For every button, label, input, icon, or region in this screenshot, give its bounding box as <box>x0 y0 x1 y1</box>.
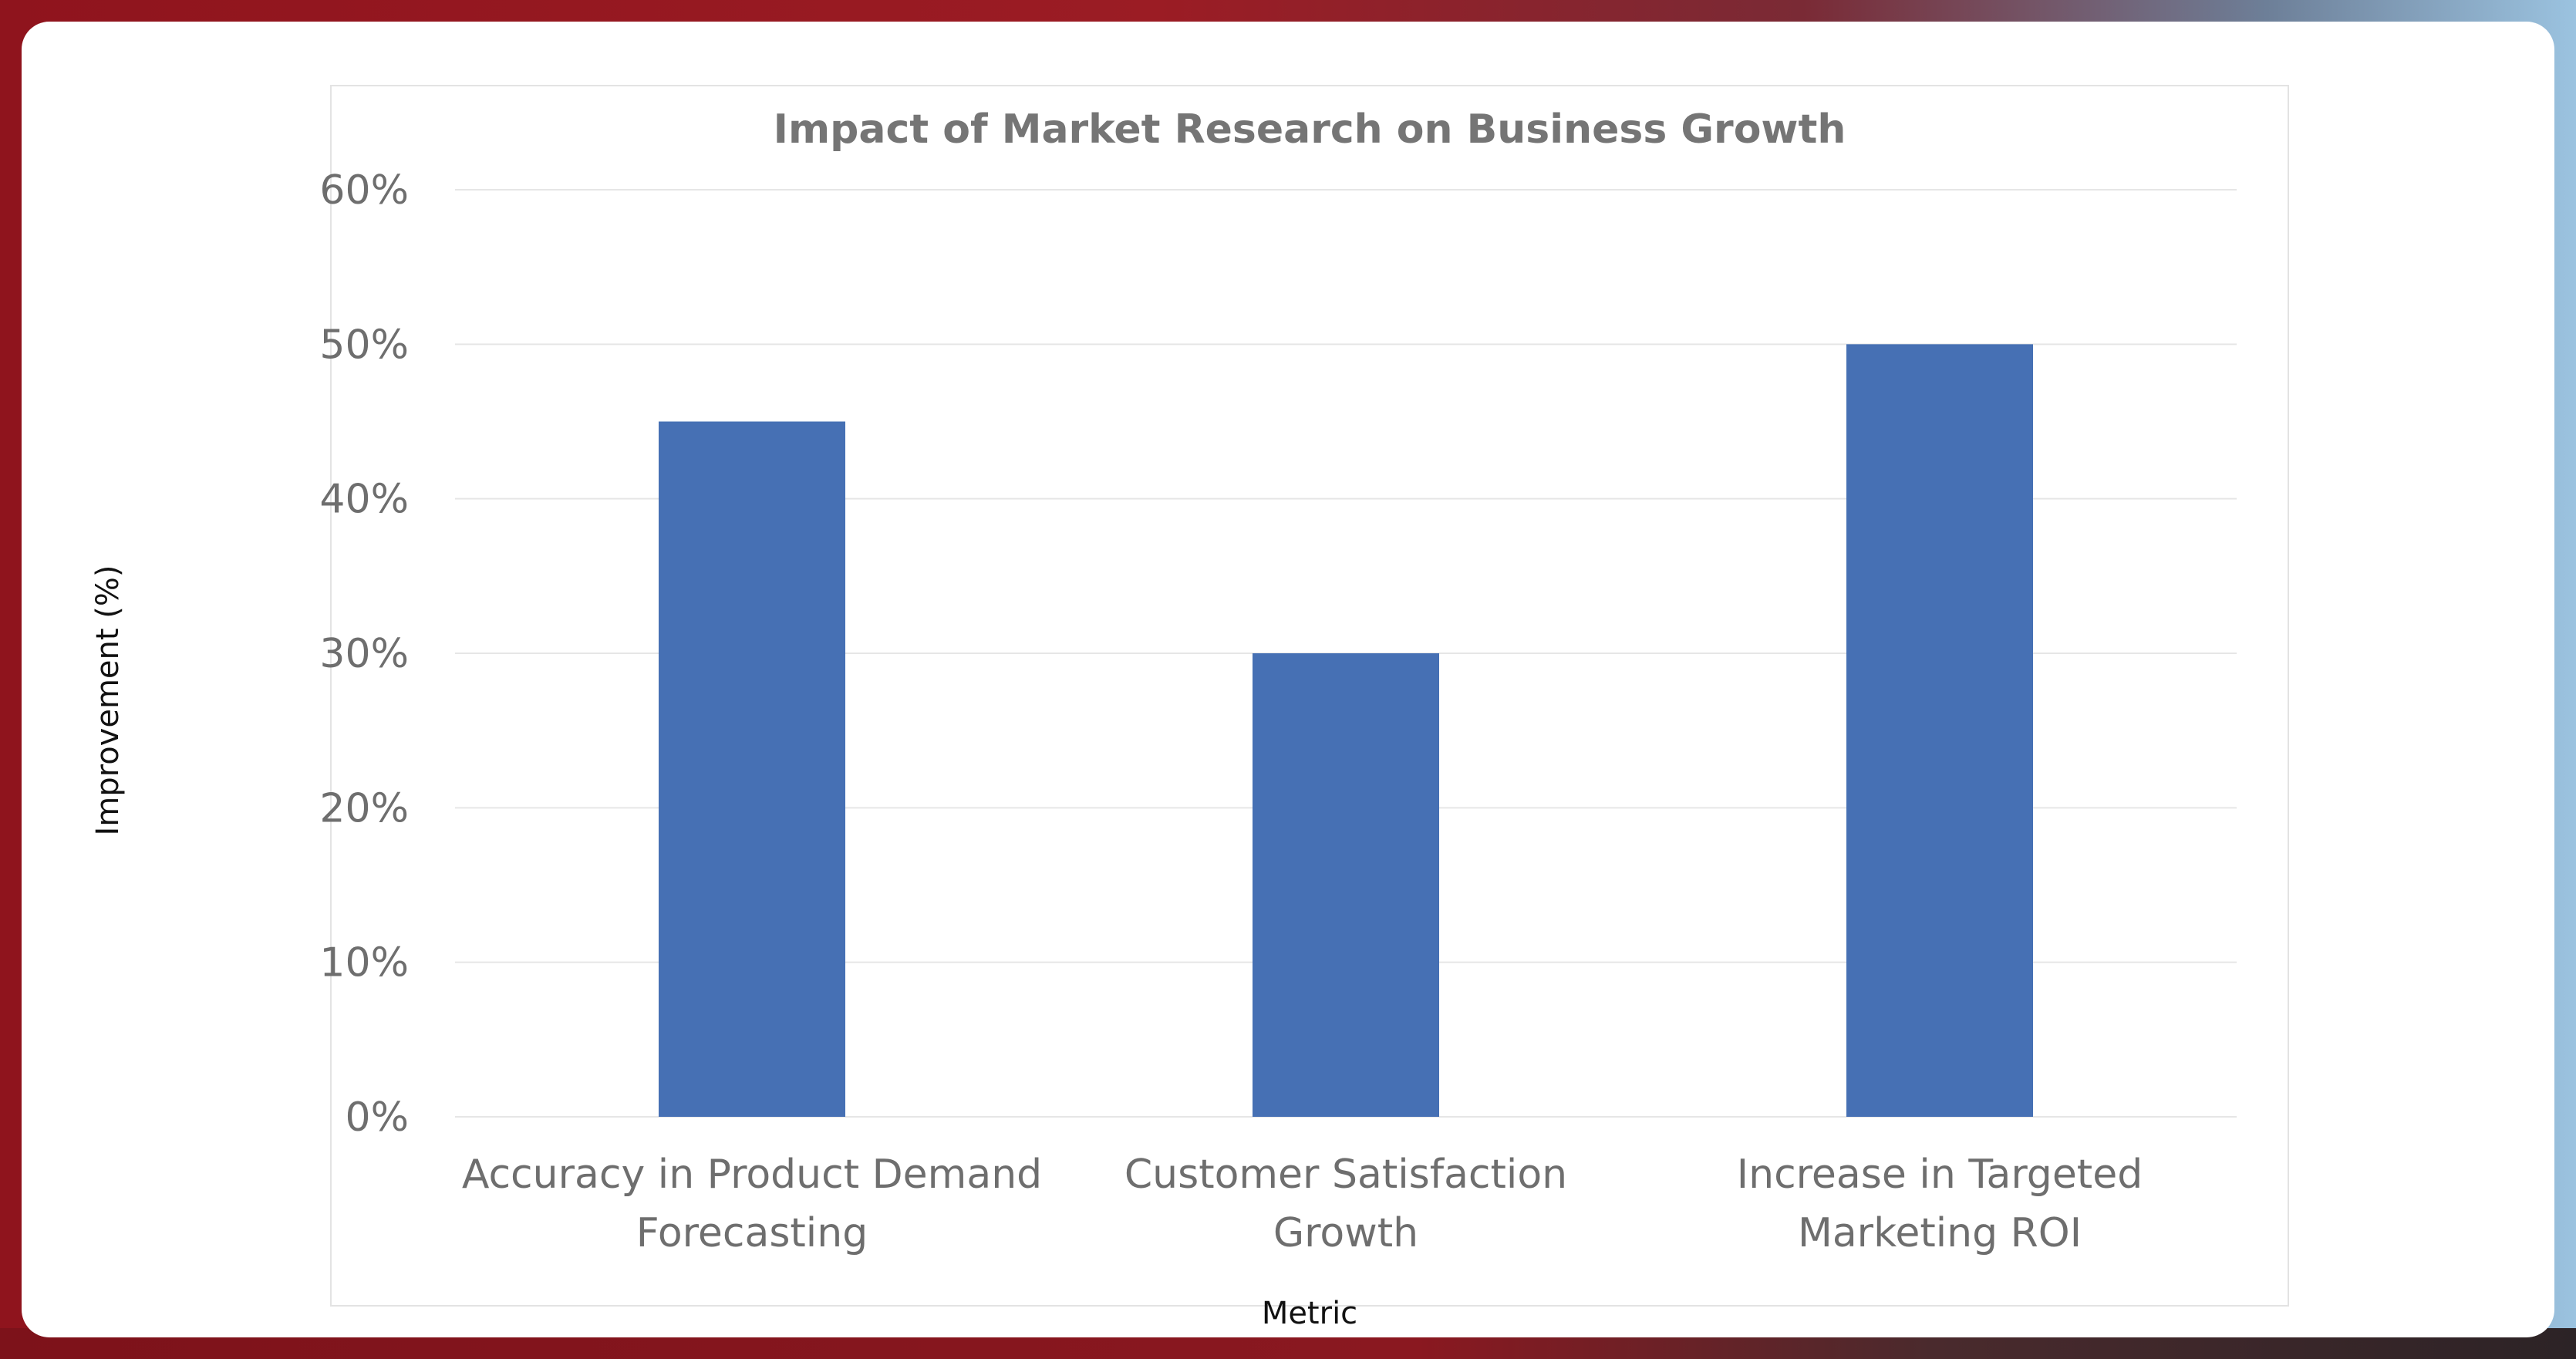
bar <box>659 421 845 1117</box>
y-tick-label: 20% <box>319 785 409 831</box>
y-tick-label: 30% <box>319 631 409 677</box>
chart-title: Impact of Market Research on Business Gr… <box>773 106 1846 153</box>
y-tick-label: 60% <box>319 167 409 214</box>
bar <box>1846 344 2033 1117</box>
chart-card: Impact of Market Research on Business Gr… <box>22 22 2554 1337</box>
y-tick-label: 50% <box>319 322 409 368</box>
x-axis-title: Metric <box>1261 1296 1358 1331</box>
x-tick-label: Forecasting <box>636 1210 868 1256</box>
bar <box>1253 653 1439 1117</box>
x-tick-label: Customer Satisfaction <box>1124 1152 1567 1198</box>
y-tick-label: 0% <box>346 1094 410 1141</box>
chart-frame <box>330 85 2289 1307</box>
x-tick-label: Accuracy in Product Demand <box>462 1152 1042 1198</box>
x-tick-label: Marketing ROI <box>1798 1210 2082 1256</box>
x-tick-label: Growth <box>1273 1210 1418 1256</box>
y-tick-label: 10% <box>319 940 409 986</box>
y-tick-label: 40% <box>319 477 409 523</box>
bar-chart: 0% 10% 20% 30% 40% 50% 60% Accuracy in Product … <box>319 167 2237 1256</box>
x-tick-label: Increase in Targeted <box>1737 1152 2143 1198</box>
